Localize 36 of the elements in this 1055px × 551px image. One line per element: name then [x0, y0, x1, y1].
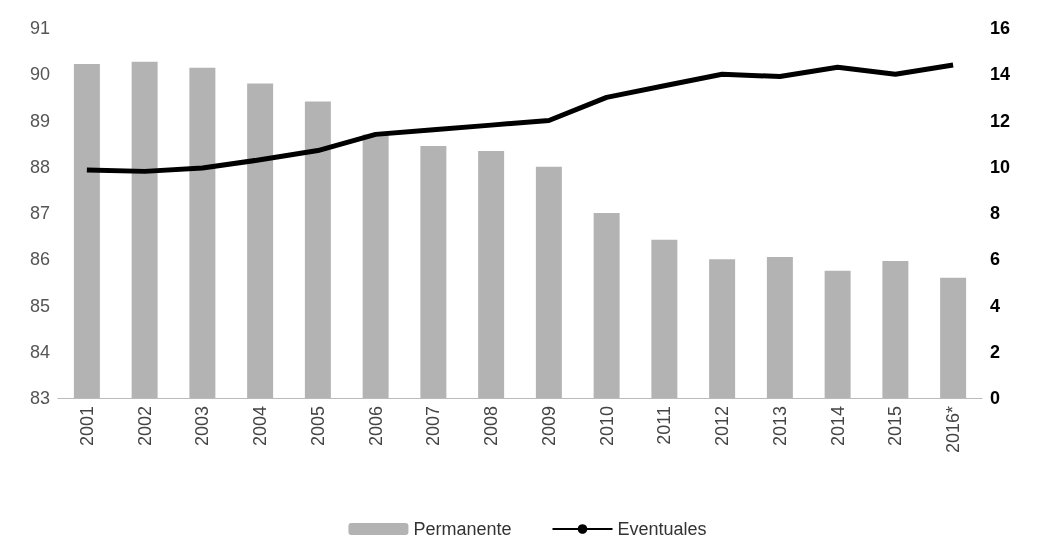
x-tick-label: 2007 — [423, 406, 444, 447]
x-tick-label: 2008 — [481, 406, 502, 447]
y-tick-label: 86 — [29, 249, 50, 270]
y2-tick-label: 2 — [990, 341, 1001, 362]
x-tick-label: 2015 — [885, 406, 906, 447]
x-tick-label: 2011 — [654, 406, 675, 445]
y2-tick-label: 12 — [990, 110, 1011, 131]
x-tick-label: 2005 — [307, 406, 328, 447]
y-tick-label: 90 — [29, 64, 50, 85]
x-tick-label: 2002 — [134, 406, 155, 447]
y-tick-label: 91 — [29, 18, 50, 38]
x-tick-label: 2014 — [827, 406, 848, 447]
y2-tick-label: 14 — [990, 64, 1011, 85]
legend-label: Permanente — [413, 519, 512, 539]
y-tick-label: 83 — [29, 388, 50, 408]
legend-label: Eventuales — [617, 519, 707, 539]
y2-tick-label: 6 — [990, 249, 1001, 270]
y2-tick-label: 4 — [990, 295, 1001, 316]
x-tick-label: 2009 — [538, 406, 559, 447]
x-tick-label: 2004 — [250, 406, 271, 447]
x-tick-label: 2003 — [192, 406, 213, 447]
y-tick-label: 84 — [29, 341, 50, 362]
y2-tick-label: 10 — [990, 156, 1011, 177]
y-tick-label: 89 — [29, 110, 50, 131]
y-tick-label: 87 — [29, 203, 50, 223]
y2-tick-label: 0 — [990, 388, 1001, 408]
y-tick-label: 88 — [29, 156, 50, 177]
x-tick-label: 2010 — [596, 406, 617, 447]
x-tick-label: 2013 — [769, 406, 790, 447]
x-tick-label: 2006 — [365, 406, 386, 447]
x-tick-label: 2012 — [712, 406, 733, 447]
y2-tick-label: 16 — [990, 18, 1011, 38]
x-tick-label: 2001 — [76, 406, 97, 447]
y-tick-label: 85 — [29, 295, 50, 316]
x-tick-label: 2016* — [943, 406, 964, 454]
y2-tick-label: 8 — [990, 203, 1001, 223]
